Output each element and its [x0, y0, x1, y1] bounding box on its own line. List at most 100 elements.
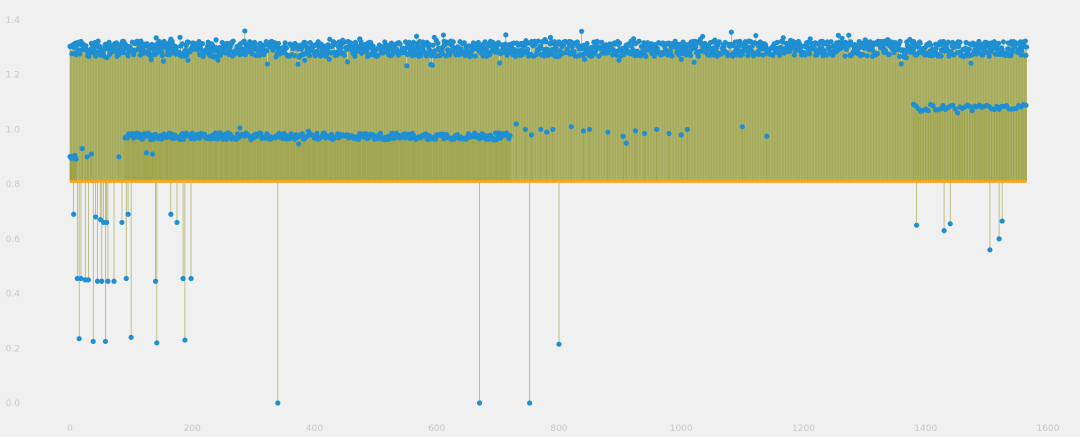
- data-point: [967, 103, 973, 110]
- data-point: [630, 47, 636, 53]
- data-point: [430, 42, 436, 48]
- data-point: [104, 55, 110, 61]
- data-point: [544, 129, 550, 135]
- data-point: [930, 103, 936, 109]
- data-point: [413, 33, 420, 39]
- data-point: [966, 46, 972, 52]
- data-point: [1024, 44, 1030, 50]
- data-point: [1000, 39, 1006, 45]
- data-point: [712, 37, 718, 43]
- data-point: [802, 52, 808, 58]
- data-point: [440, 32, 447, 38]
- data-point: [968, 60, 974, 66]
- x-tick-label: 0: [67, 424, 73, 434]
- y-tick-label: 0.4: [6, 290, 21, 300]
- data-point: [256, 52, 263, 59]
- data-point: [620, 133, 626, 139]
- x-tick-label: 200: [184, 424, 201, 434]
- data-point: [1009, 47, 1016, 53]
- data-point: [538, 43, 544, 49]
- data-point: [99, 278, 105, 284]
- data-point: [497, 60, 503, 66]
- data-point: [547, 34, 554, 41]
- data-point: [910, 38, 917, 45]
- data-point: [432, 136, 439, 142]
- data-point: [891, 49, 897, 56]
- data-point: [446, 52, 453, 58]
- data-point: [898, 61, 904, 67]
- data-point: [691, 59, 697, 65]
- data-point: [535, 38, 541, 44]
- data-point: [938, 53, 944, 59]
- data-point: [778, 46, 784, 52]
- data-point: [556, 341, 562, 347]
- data-point: [941, 228, 947, 234]
- data-point: [344, 59, 351, 65]
- data-point: [215, 136, 221, 142]
- data-point: [945, 39, 951, 45]
- data-point: [528, 132, 535, 138]
- data-point: [780, 35, 786, 41]
- data-point: [756, 51, 762, 57]
- x-tick-label: 1200: [792, 424, 815, 434]
- data-point: [886, 52, 892, 58]
- data-point: [90, 338, 96, 345]
- data-point: [95, 38, 101, 44]
- data-point: [725, 51, 731, 58]
- data-point: [643, 53, 649, 59]
- y-tick-label: 1.0: [6, 125, 21, 135]
- data-point: [102, 338, 109, 345]
- data-point: [327, 36, 333, 42]
- data-point: [739, 124, 745, 130]
- data-point: [940, 103, 946, 109]
- data-point: [461, 40, 467, 46]
- data-point: [152, 278, 159, 284]
- data-point: [159, 53, 165, 59]
- data-point: [168, 211, 174, 217]
- data-point: [188, 275, 194, 282]
- data-point: [204, 43, 211, 49]
- data-point: [987, 247, 993, 253]
- data-point: [332, 41, 338, 48]
- data-point: [1023, 52, 1029, 58]
- data-point: [160, 58, 167, 64]
- data-point: [128, 334, 134, 340]
- data-point: [184, 52, 190, 58]
- data-point: [513, 53, 519, 59]
- data-point: [995, 40, 1002, 46]
- y-tick-label: 0.2: [6, 344, 20, 354]
- data-point: [791, 52, 797, 58]
- data-point: [693, 43, 699, 50]
- data-point: [774, 39, 780, 45]
- data-point: [299, 131, 305, 137]
- data-point: [432, 48, 438, 54]
- data-point: [84, 154, 90, 160]
- data-point: [947, 221, 953, 227]
- data-point: [149, 151, 156, 157]
- data-point: [174, 219, 180, 226]
- data-point: [435, 40, 441, 46]
- x-tick-label: 800: [550, 424, 567, 434]
- data-point: [586, 126, 593, 133]
- data-point: [902, 49, 909, 56]
- data-point: [275, 40, 282, 47]
- data-point: [903, 55, 909, 61]
- data-point: [678, 132, 684, 138]
- data-point: [219, 39, 225, 46]
- data-point: [299, 44, 305, 50]
- data-point: [302, 40, 308, 46]
- data-point: [584, 40, 590, 47]
- y-axis-tick-labels: 0.0 0.2 0.4 0.6 0.8 1.0 1.2 1.4: [6, 16, 21, 409]
- data-point: [153, 35, 159, 41]
- data-point: [999, 218, 1005, 224]
- data-point: [527, 400, 533, 406]
- data-point: [387, 135, 393, 141]
- data-point: [429, 62, 436, 68]
- data-point: [74, 275, 80, 282]
- data-point: [728, 29, 734, 35]
- data-point: [568, 124, 574, 130]
- data-point: [613, 52, 620, 58]
- data-point: [954, 110, 961, 116]
- data-point: [678, 56, 684, 62]
